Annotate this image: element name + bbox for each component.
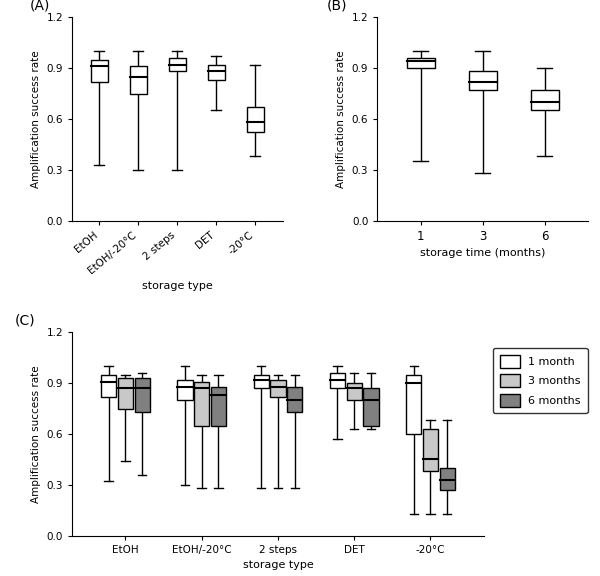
Text: (A): (A) (30, 0, 50, 12)
Bar (271, 380, 286, 397)
Bar (247, 107, 264, 132)
Bar (330, 373, 345, 388)
X-axis label: storage type: storage type (242, 560, 313, 570)
Bar (406, 375, 421, 434)
Bar (211, 386, 226, 426)
Bar (254, 375, 269, 388)
Text: (C): (C) (14, 313, 35, 327)
Bar (130, 66, 147, 93)
Bar (101, 375, 116, 397)
Bar (531, 90, 559, 111)
Y-axis label: Amplification success rate: Amplification success rate (31, 365, 41, 503)
Bar (364, 388, 379, 426)
Legend: 1 month, 3 months, 6 months: 1 month, 3 months, 6 months (493, 348, 587, 413)
Bar (208, 65, 225, 80)
Bar (407, 58, 434, 68)
X-axis label: storage time (months): storage time (months) (420, 248, 545, 258)
Bar (194, 381, 209, 426)
Y-axis label: Amplification success rate: Amplification success rate (336, 50, 346, 188)
X-axis label: storage type: storage type (142, 281, 212, 291)
Bar (177, 380, 193, 400)
Bar (440, 468, 455, 490)
Bar (118, 378, 133, 408)
Text: (B): (B) (327, 0, 347, 12)
Bar (347, 383, 362, 400)
Y-axis label: Amplification success rate: Amplification success rate (31, 50, 41, 188)
Bar (423, 429, 438, 471)
Bar (469, 71, 497, 90)
Bar (91, 60, 108, 82)
Bar (287, 386, 302, 412)
Bar (134, 378, 150, 412)
Bar (169, 58, 186, 71)
